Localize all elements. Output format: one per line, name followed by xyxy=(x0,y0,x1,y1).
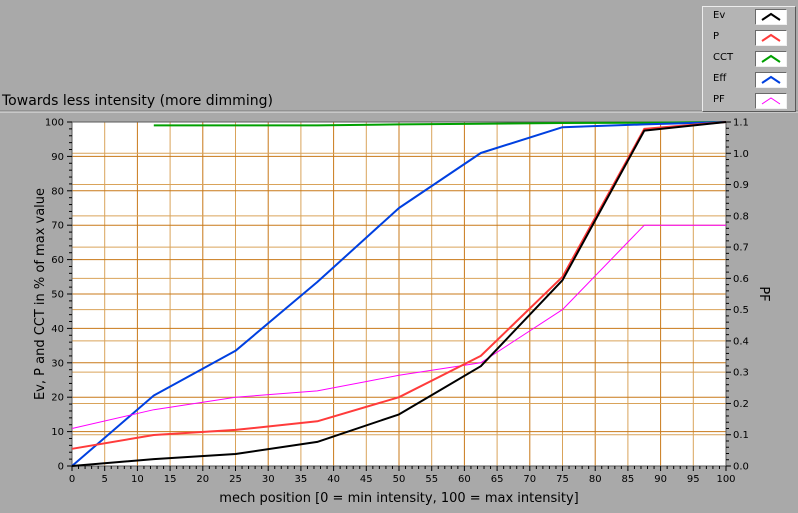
legend-label-ev: Ev xyxy=(713,10,726,21)
legend-line-p xyxy=(761,33,781,42)
series-line-pf xyxy=(71,224,726,429)
y2-tick-label: 1.1 xyxy=(733,118,749,129)
x-tick-label: 70 xyxy=(523,474,536,485)
y2-tick-label: 0.4 xyxy=(733,336,749,347)
y2-tick-label: 0.2 xyxy=(733,399,749,410)
y-tick-label: 80 xyxy=(51,186,64,197)
legend-label-pf: PF xyxy=(713,94,725,105)
x-tick-label: 65 xyxy=(491,474,504,485)
legend-item-ev[interactable]: Ev xyxy=(703,7,795,28)
legend-label-cct: CCT xyxy=(713,52,734,63)
y2-tick-label: 0.5 xyxy=(733,305,749,316)
y2-tick-label: 0.8 xyxy=(733,211,749,222)
legend-item-eff[interactable]: Eff xyxy=(703,70,795,91)
x-tick-label: 20 xyxy=(196,474,209,485)
legend[interactable]: Ev P CCT Eff PF xyxy=(702,6,796,112)
x-tick-label: 60 xyxy=(458,474,471,485)
legend-swatch-ev xyxy=(755,9,787,25)
y-tick-label: 50 xyxy=(51,290,64,301)
legend-swatch-eff xyxy=(755,72,787,88)
x-tick-label: 95 xyxy=(687,474,700,485)
y-tick-label: 20 xyxy=(51,393,64,404)
chart-caption: Towards less intensity (more dimming) xyxy=(2,93,273,109)
legend-line-ev xyxy=(761,12,781,21)
x-tick-label: 25 xyxy=(229,474,242,485)
legend-item-pf[interactable]: PF xyxy=(703,91,795,112)
x-tick-label: 90 xyxy=(654,474,667,485)
y-tick-label: 10 xyxy=(51,427,64,438)
y2-tick-label: 0.6 xyxy=(733,274,749,285)
x-tick-label: 35 xyxy=(295,474,308,485)
x-tick-label: 80 xyxy=(589,474,602,485)
y-tick-label: 100 xyxy=(45,118,64,129)
y2-tick-label: 0.7 xyxy=(733,243,749,254)
y2-tick-label: 0.0 xyxy=(733,462,749,473)
y2-tick-label: 1.0 xyxy=(733,149,749,160)
x-tick-label: 55 xyxy=(425,474,438,485)
x-tick-label: 30 xyxy=(262,474,275,485)
y-tick-label: 90 xyxy=(51,152,64,163)
legend-label-eff: Eff xyxy=(713,73,727,84)
legend-swatch-cct xyxy=(755,51,787,67)
legend-swatch-p xyxy=(755,30,787,46)
y-axis-label: Ev, P and CCT in % of max value xyxy=(33,188,48,400)
x-tick-label: 15 xyxy=(164,474,177,485)
series-line-p xyxy=(71,121,727,450)
x-tick-label: 45 xyxy=(360,474,373,485)
legend-label-p: P xyxy=(713,31,720,42)
series-line-cct xyxy=(153,121,727,127)
legend-item-p[interactable]: P xyxy=(703,28,795,49)
y2-axis-label: PF xyxy=(756,286,771,301)
x-tick-label: 100 xyxy=(716,474,735,485)
legend-line-cct xyxy=(761,54,781,63)
x-tick-label: 85 xyxy=(622,474,635,485)
y2-tick-label: 0.3 xyxy=(733,368,749,379)
y-tick-label: 70 xyxy=(51,221,64,232)
x-tick-label: 50 xyxy=(393,474,406,485)
y-tick-label: 40 xyxy=(51,324,64,335)
legend-item-cct[interactable]: CCT xyxy=(703,49,795,70)
series-line-ev xyxy=(71,121,727,467)
x-axis-label: mech position [0 = min intensity, 100 = … xyxy=(219,491,578,506)
series-line-eff xyxy=(71,121,727,467)
x-tick-label: 40 xyxy=(327,474,340,485)
legend-swatch-pf xyxy=(755,93,787,109)
y-tick-label: 0 xyxy=(58,462,64,473)
y-tick-label: 30 xyxy=(51,358,64,369)
x-tick-label: 5 xyxy=(102,474,108,485)
x-tick-label: 0 xyxy=(69,474,75,485)
x-tick-label: 75 xyxy=(556,474,569,485)
y2-tick-label: 0.9 xyxy=(733,180,749,191)
legend-line-pf xyxy=(761,97,781,105)
y2-tick-label: 0.1 xyxy=(733,430,749,441)
legend-line-eff xyxy=(761,75,781,84)
x-tick-label: 10 xyxy=(131,474,144,485)
y-tick-label: 60 xyxy=(51,255,64,266)
